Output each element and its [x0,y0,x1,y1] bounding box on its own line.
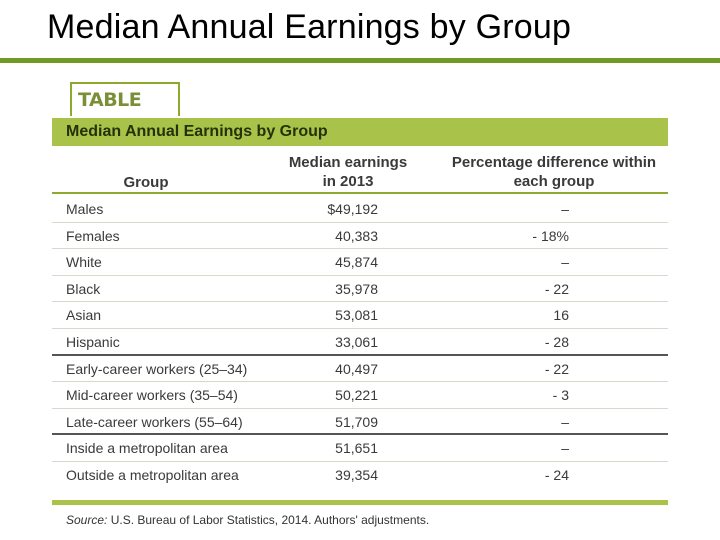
table-source-note: Source: U.S. Bureau of Labor Statistics,… [66,513,429,527]
table-row: Mid-career workers (35–54) 50,221 - 3 [52,382,668,409]
table-header-row: Group Median earnings in 2013 Percentage… [52,150,668,194]
slide-title: Median Annual Earnings by Group [47,8,572,46]
table-caption: Median Annual Earnings by Group [52,118,668,146]
cell-earnings: 40,497 [335,360,378,377]
cell-earnings: 53,081 [335,307,378,324]
cell-percentage: - 22 [544,280,569,297]
cell-earnings: 39,354 [335,466,378,483]
table-row: Females 40,383 - 18% [52,223,668,250]
cell-group: Females [66,227,120,244]
table-row: White 45,874 – [52,249,668,276]
table-body: Males $49,192 – Females 40,383 - 18% Whi… [52,196,668,489]
cell-earnings: $49,192 [327,201,378,217]
cell-percentage: - 22 [544,360,569,377]
cell-earnings: 51,709 [335,413,378,430]
table-row: Black 35,978 - 22 [52,276,668,303]
table-row: Inside a metropolitan area 51,651 – [52,435,668,462]
cell-group: Males [66,201,104,217]
cell-group: Inside a metropolitan area [66,440,228,457]
cell-group: White [66,254,102,271]
header-earnings-line1: Median earnings [288,154,408,171]
source-text: U.S. Bureau of Labor Statistics, 2014. A… [107,513,430,527]
cell-group: Hispanic [66,333,120,350]
source-label: Source: [66,513,108,527]
table-row: Males $49,192 – [52,196,668,223]
cell-earnings: 40,383 [335,227,378,244]
cell-group: Asian [66,307,102,324]
cell-earnings: 45,874 [335,254,378,271]
cell-group: Early-career workers (25–34) [66,360,248,377]
header-earnings: Median earnings in 2013 [278,153,418,191]
cell-percentage: – [561,440,569,457]
cell-group: Outside a metropolitan area [66,466,239,483]
cell-percentage: 16 [553,307,569,324]
cell-percentage: – [561,201,569,217]
cell-group: Late-career workers (55–64) [66,413,243,430]
cell-group: Mid-career workers (35–54) [66,387,238,404]
cell-percentage: - 28 [544,333,569,350]
cell-percentage: - 18% [532,227,569,244]
title-divider [0,58,720,63]
cell-percentage: – [561,254,569,271]
table-bottom-rule [52,500,668,505]
cell-percentage: – [561,413,569,430]
table-row: Early-career workers (25–34) 40,497 - 22 [52,356,668,383]
header-earnings-line2: in 2013 [322,173,374,190]
cell-earnings: 33,061 [335,333,378,350]
cell-earnings: 50,221 [335,387,378,404]
header-percentage: Percentage difference within each group [444,153,664,191]
cell-group: Black [66,280,101,297]
cell-percentage: - 24 [544,466,569,483]
table-row: Asian 53,081 16 [52,302,668,329]
cell-earnings: 35,978 [335,280,378,297]
table-row: Hispanic 33,061 - 28 [52,329,668,356]
table-row: Late-career workers (55–64) 51,709 – [52,409,668,436]
table-row: Outside a metropolitan area 39,354 - 24 [52,462,668,489]
header-group: Group [123,174,169,191]
header-percentage-line2: each group [513,173,595,190]
table-number-label: TABLE 15.3 [70,82,180,143]
cell-earnings: 51,651 [335,440,378,457]
header-percentage-line1: Percentage difference within [451,154,657,171]
cell-percentage: - 3 [552,387,569,404]
